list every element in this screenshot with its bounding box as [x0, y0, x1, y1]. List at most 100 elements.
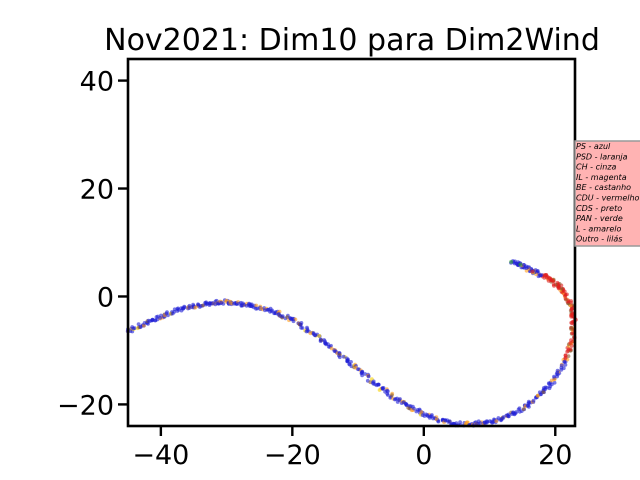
data-point	[541, 390, 546, 394]
data-point	[280, 314, 285, 318]
data-point	[443, 418, 448, 423]
data-point	[494, 419, 499, 423]
legend-entry: PAN - verde	[576, 214, 623, 223]
legend-entry: CDU - vermelho	[576, 194, 640, 203]
data-point	[563, 353, 568, 358]
data-point	[259, 306, 264, 311]
y-tick-label: 0	[97, 282, 114, 313]
data-point	[241, 301, 245, 306]
data-point	[210, 301, 214, 306]
data-point	[371, 380, 375, 385]
data-point	[447, 419, 452, 424]
data-point	[221, 302, 226, 306]
data-point	[531, 398, 536, 403]
data-point	[422, 414, 427, 418]
plot-frame	[126, 57, 577, 428]
data-point	[181, 306, 186, 311]
data-point	[341, 354, 346, 359]
data-point-pan	[509, 259, 514, 264]
data-point	[568, 341, 573, 345]
legend-entry: CH - cinza	[576, 163, 616, 172]
data-point	[428, 414, 433, 419]
data-point	[537, 390, 542, 395]
data-point	[132, 326, 137, 330]
data-point	[521, 407, 526, 411]
data-point	[300, 326, 305, 330]
data-point	[390, 393, 394, 397]
data-point	[392, 397, 397, 402]
data-point-cdu	[530, 269, 535, 274]
data-points	[125, 259, 578, 428]
data-point	[517, 406, 522, 411]
legend-entry: BE - castanho	[576, 183, 631, 192]
data-point	[263, 308, 267, 313]
data-point	[521, 263, 526, 267]
data-point	[270, 308, 274, 313]
data-point	[363, 372, 367, 376]
data-point	[397, 398, 401, 402]
data-point	[559, 286, 564, 291]
data-point	[478, 421, 483, 425]
legend-entry: PSD - laranja	[576, 152, 628, 161]
data-point	[514, 261, 519, 266]
data-point	[561, 366, 566, 371]
data-point	[136, 322, 141, 326]
data-point	[317, 334, 322, 338]
y-tick-label: −20	[57, 390, 114, 421]
x-axis: −40 −20 0 20	[132, 426, 572, 471]
data-point	[543, 385, 548, 390]
data-point	[329, 346, 334, 351]
data-point	[308, 331, 313, 336]
data-point	[552, 380, 557, 385]
data-point	[345, 358, 350, 363]
data-point	[465, 420, 469, 425]
legend-entry: CDS - preto	[576, 204, 622, 213]
legend-entry: PS - azul	[576, 142, 611, 151]
data-point	[538, 273, 543, 278]
data-point	[204, 300, 209, 305]
data-point	[291, 319, 296, 324]
x-tick-label: −20	[264, 440, 321, 471]
data-point	[213, 302, 218, 307]
y-tick-label: 20	[80, 175, 114, 206]
legend-entry: L - amarelo	[576, 224, 621, 233]
data-point	[165, 310, 169, 315]
data-point	[563, 363, 568, 367]
x-tick-label: 20	[538, 440, 572, 471]
data-point	[385, 391, 390, 396]
legend-entry: Outro - lilás	[576, 235, 622, 244]
data-point	[381, 387, 385, 391]
data-point	[158, 316, 163, 320]
data-point	[565, 292, 569, 297]
legend-box	[574, 140, 640, 247]
data-point	[412, 406, 416, 411]
data-point	[298, 322, 303, 327]
chart-title: Nov2021: Dim10 para Dim2Wind	[104, 23, 600, 58]
data-point	[569, 325, 574, 330]
y-tick-label: 40	[80, 67, 114, 98]
data-point	[555, 368, 560, 373]
data-point	[419, 410, 424, 415]
data-point	[559, 363, 564, 368]
data-point-cdu	[552, 283, 556, 288]
data-point	[552, 374, 556, 379]
y-axis: −20 0 20 40	[57, 67, 128, 421]
data-point-cdu	[546, 278, 551, 283]
data-point	[514, 410, 519, 414]
data-point	[360, 373, 364, 378]
data-point	[377, 388, 382, 392]
data-point	[187, 303, 192, 308]
data-point	[318, 339, 323, 343]
legend-entry: IL - magenta	[576, 173, 627, 182]
data-point	[458, 420, 462, 425]
data-point	[403, 402, 408, 406]
data-point	[436, 419, 441, 424]
data-point	[356, 367, 360, 372]
data-point	[254, 303, 259, 308]
data-point	[566, 354, 571, 358]
data-point	[249, 302, 254, 307]
data-point	[376, 382, 381, 387]
data-point	[567, 347, 571, 352]
